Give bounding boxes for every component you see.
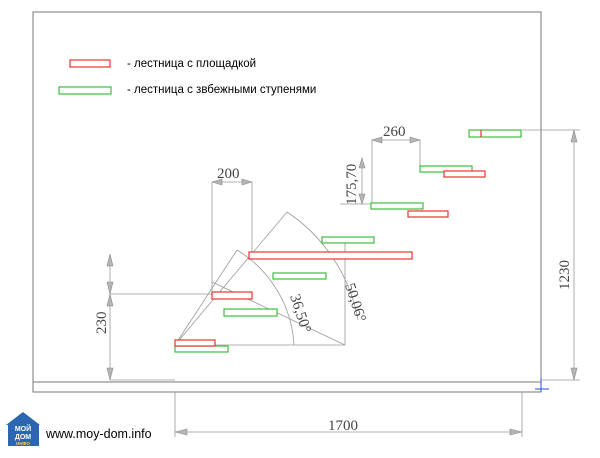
dimension-tread-mid: 200 — [217, 166, 240, 182]
winder-tread — [272, 272, 327, 280]
logo-line2: ДОМ — [15, 434, 31, 441]
ucs-icon — [535, 378, 549, 392]
logo-line1: МОЙ — [15, 424, 31, 433]
dimension-total-length: 1700 — [328, 418, 358, 434]
winder-tread — [370, 202, 424, 210]
landing-platform — [248, 251, 413, 260]
dimension-tread-top: 260 — [383, 124, 406, 140]
site-logo: МОЙ ДОМ ИНФО — [6, 412, 40, 446]
winder-treads — [174, 129, 522, 353]
dimension-arrows — [106, 129, 578, 436]
landing-tread — [407, 210, 449, 218]
dimension-total-height: 1230 — [557, 260, 573, 290]
winder-tread — [321, 236, 375, 244]
winder-tread — [223, 308, 278, 317]
winder-tread — [174, 345, 229, 353]
legend-swatch-winder — [58, 86, 112, 95]
legend-label-winder: - лестница с звбежными ступенями — [127, 84, 316, 96]
landing-tread — [443, 170, 486, 178]
winder-tread — [468, 129, 522, 138]
dimension-angle-inner: 36,50° — [286, 292, 314, 335]
landing-tread — [211, 291, 253, 300]
logo-line3: ИНФО — [16, 441, 30, 446]
landing-treads — [174, 130, 486, 347]
dimension-riser-height: 175,70 — [344, 164, 360, 205]
legend-label-landing: - лестница с площадкой — [127, 58, 256, 70]
landing-tread — [174, 339, 216, 347]
dimension-left-height: 230 — [94, 312, 110, 335]
site-url[interactable]: www.moy-dom.info — [45, 427, 152, 441]
drawing-frame — [32, 11, 542, 393]
legend-swatch-landing — [69, 59, 111, 68]
